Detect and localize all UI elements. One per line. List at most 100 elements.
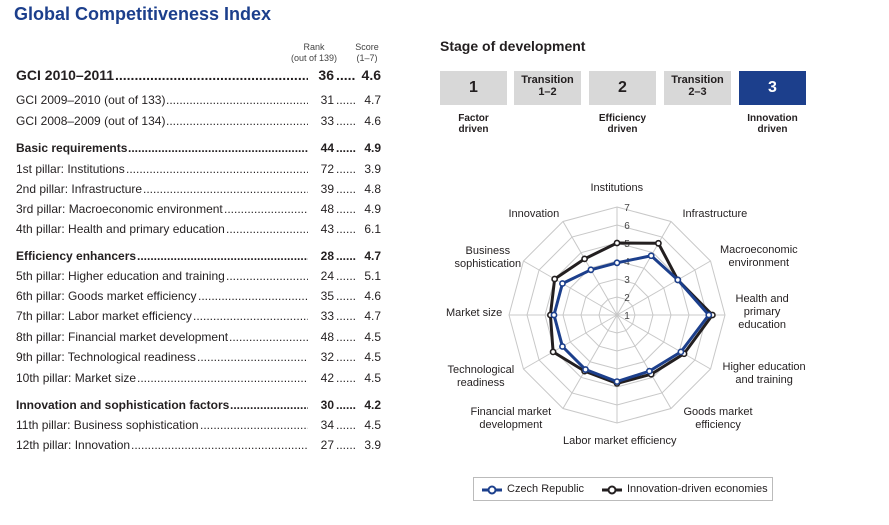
table-row: 1st pillar: Institutions................… (16, 160, 381, 178)
table-row: 4th pillar: Health and primary education… (16, 220, 381, 238)
stage-label-line: Innovation (747, 113, 798, 124)
radar-spoke (523, 314, 618, 370)
radar-axis-label-line: Goods market (683, 406, 753, 418)
stage-label-innovation: Innovation driven (739, 113, 806, 135)
row-score: 4.7 (364, 93, 381, 107)
radar-axis-label: Goods market efficiency (684, 406, 753, 432)
radar-axis-label: Technological readiness (448, 364, 515, 390)
radar-spoke (616, 260, 711, 316)
row-leader-dots: ........................................ (336, 202, 356, 216)
row-label: 7th pillar: Labor market efficiency (16, 309, 192, 323)
radar-axis-label: Business sophistication (455, 245, 522, 271)
row-rank: 43 (320, 222, 334, 236)
row-leader-dots: ........................................… (166, 93, 308, 107)
row-rank: 24 (320, 269, 334, 283)
rank-header-sublabel: (out of 139) (290, 53, 338, 63)
radar-axis-label: Institutions (591, 182, 644, 195)
radar-data-point (581, 255, 588, 263)
radar-axis-label-line: Infrastructure (682, 208, 748, 220)
radar-data-point (550, 311, 558, 319)
row-leader-dots: ........................................ (336, 114, 356, 128)
row-label: 3rd pillar: Macroeconomic environment (16, 202, 223, 216)
table-row: 11th pillar: Business sophistication....… (16, 416, 381, 434)
row-score: 4.6 (364, 289, 381, 303)
chart-legend: Czech Republic Innovation-driven economi… (473, 477, 773, 501)
radar-tick-label: 3 (624, 275, 630, 286)
radar-axis-label-line: development (479, 419, 543, 431)
row-leader-dots: ........................................… (143, 182, 308, 196)
stage-label-line: driven (757, 124, 788, 135)
radar-axis-label-line: Market size (446, 307, 503, 319)
row-leader-dots: ........................................… (126, 162, 308, 176)
row-score: 4.9 (364, 202, 381, 216)
legend-innovation-marker (607, 485, 617, 495)
rank-header-label: Rank (303, 42, 325, 52)
page-title: Global Competitiveness Index (14, 4, 272, 24)
radar-data-point (677, 348, 685, 356)
row-label: 12th pillar: Innovation (16, 438, 131, 452)
row-leader-dots: ........................................… (193, 309, 308, 323)
row-rank: 34 (320, 418, 334, 432)
row-leader-dots: ........................................ (336, 289, 356, 303)
row-score: 4.6 (361, 67, 381, 83)
stage-box-1-text: 1 (469, 79, 478, 96)
row-leader-dots: ........................................… (137, 249, 308, 263)
row-label: 1st pillar: Institutions (16, 162, 125, 176)
radar-axis-label-line: efficiency (695, 419, 741, 431)
radar-data-point (582, 366, 589, 373)
radar-axis-label: Macroeconomic environment (720, 244, 798, 270)
row-score: 3.9 (364, 162, 381, 176)
radar-axis-label-line: Macroeconomic (720, 244, 798, 256)
stage-box-transition-1-2: Transition 1–2 (514, 71, 581, 105)
row-rank: 48 (320, 330, 334, 344)
radar-spoke (616, 221, 672, 316)
table-row: 6th pillar: Goods market efficiency.....… (16, 287, 381, 305)
radar-axis-label-line: Labor market efficiency (563, 435, 677, 447)
row-label: Basic requirements (16, 141, 128, 155)
radar-axis-label-line: education (738, 319, 786, 331)
row-leader-dots: ........................................… (166, 114, 308, 128)
row-score: 4.2 (364, 398, 381, 412)
row-leader-dots: ........................................ (336, 182, 356, 196)
radar-axis-label-line: Technological (447, 364, 515, 376)
radar-tick-label: 4 (624, 257, 630, 268)
radar-data-point (613, 378, 621, 385)
row-leader-dots: ........................................… (131, 438, 308, 452)
row-leader-dots: ........................................ (336, 93, 356, 107)
table-row: GCI 2009–2010 (out of 133)..............… (16, 91, 381, 109)
radar-axis-label-line: Financial market (470, 406, 552, 418)
row-leader-dots: ........................................… (137, 371, 308, 385)
radar-axis-label-line: Institutions (590, 182, 644, 194)
radar-axis-label: Market size (446, 307, 502, 320)
row-score: 6.1 (364, 222, 381, 236)
table-row: Efficiency enhancers....................… (16, 247, 381, 265)
row-label: 4th pillar: Health and primary education (16, 222, 225, 236)
row-label: Innovation and sophistication factors (16, 398, 230, 412)
stage-transition-label: Transition (671, 74, 724, 86)
radar-axis-label-line: Innovation (508, 208, 560, 220)
row-leader-dots: ........................................ (336, 162, 356, 176)
row-score: 5.1 (364, 269, 381, 283)
row-leader-dots: ........................................… (128, 141, 308, 155)
radar-data-point (646, 367, 653, 375)
row-leader-dots: ........................................… (115, 67, 308, 83)
row-leader-dots: ........................................ (336, 398, 356, 412)
row-rank: 39 (320, 182, 334, 196)
radar-data-point (647, 252, 655, 260)
table-row: 3rd pillar: Macroeconomic environment...… (16, 200, 381, 218)
legend-czech-marker (487, 485, 497, 495)
stage-label-line: Efficiency (598, 113, 647, 124)
radar-data-point (549, 348, 557, 356)
radar-data-point (559, 343, 566, 350)
row-leader-dots: ........................................ (336, 350, 356, 364)
row-leader-dots: ........................................ (336, 371, 356, 385)
stage-box-2-text: 2 (618, 79, 627, 96)
stage-transition-range: 1–2 (538, 86, 557, 98)
row-rank: 72 (320, 162, 334, 176)
row-leader-dots: ........................................… (224, 202, 308, 216)
row-label: 9th pillar: Technological readiness (16, 350, 196, 364)
row-label: 8th pillar: Financial market development (16, 330, 229, 344)
table-row: Basic requirements......................… (16, 139, 381, 157)
radar-data-point (705, 311, 713, 319)
